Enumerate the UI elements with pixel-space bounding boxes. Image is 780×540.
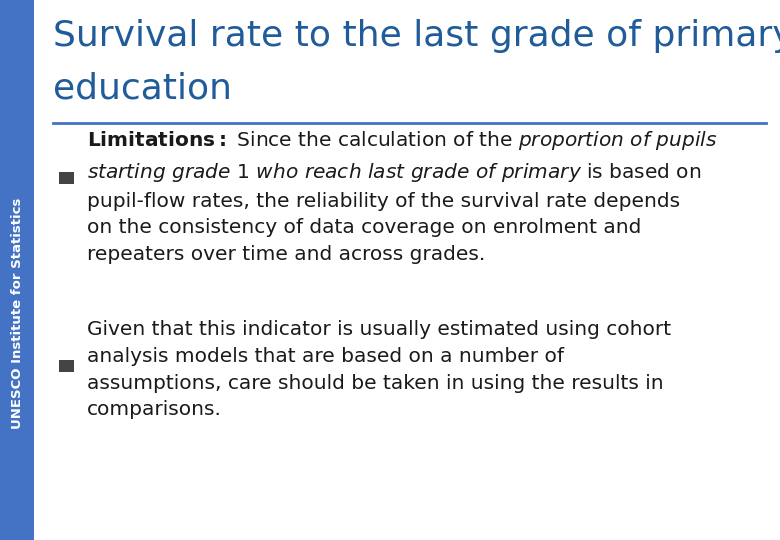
Text: Given that this indicator is usually estimated using cohort
analysis models that: Given that this indicator is usually est…	[87, 320, 672, 420]
Text: $\mathbf{Limitations:}$ Since the calculation of the $\it{proportion\ of\ pupils: $\mathbf{Limitations:}$ Since the calcul…	[87, 129, 718, 264]
Text: Survival rate to the last grade of primary: Survival rate to the last grade of prima…	[53, 19, 780, 53]
Text: UNESCO Institute for Statistics: UNESCO Institute for Statistics	[11, 198, 23, 429]
Text: education: education	[53, 71, 232, 105]
FancyBboxPatch shape	[58, 360, 74, 372]
FancyBboxPatch shape	[58, 172, 74, 184]
